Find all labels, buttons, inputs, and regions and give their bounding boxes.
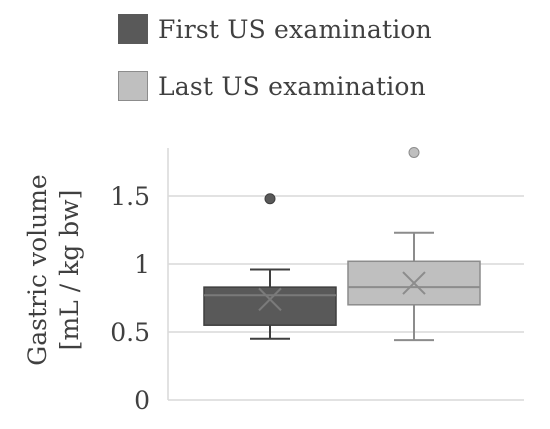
- y-axis-label-line-1: [mL / kg bw]: [55, 190, 84, 351]
- legend-label-last: Last US examination: [158, 71, 426, 101]
- legend-swatch-last: [118, 71, 148, 101]
- mean-marker-b-last: [402, 271, 426, 295]
- box-first: [203, 286, 337, 326]
- ytick-label-2: 1: [134, 250, 150, 279]
- legend-item-first: First US examination: [118, 14, 432, 44]
- y-axis-label: Gastric volume [mL / kg bw]: [23, 174, 84, 365]
- y-axis-label-line-0: Gastric volume: [23, 174, 52, 365]
- outlier-first-0: [264, 193, 276, 205]
- ytick-label-1: 0.5: [110, 318, 150, 347]
- legend-item-last: Last US examination: [118, 71, 432, 101]
- legend-swatch-first: [118, 14, 148, 44]
- legend-label-first: First US examination: [158, 14, 432, 44]
- mean-marker-b-first: [258, 287, 282, 312]
- ytick-label-0: 0: [134, 386, 150, 415]
- legend: First US examination Last US examination: [118, 14, 432, 128]
- outlier-last-0: [408, 146, 420, 158]
- ytick-label-3: 1.5: [110, 182, 150, 211]
